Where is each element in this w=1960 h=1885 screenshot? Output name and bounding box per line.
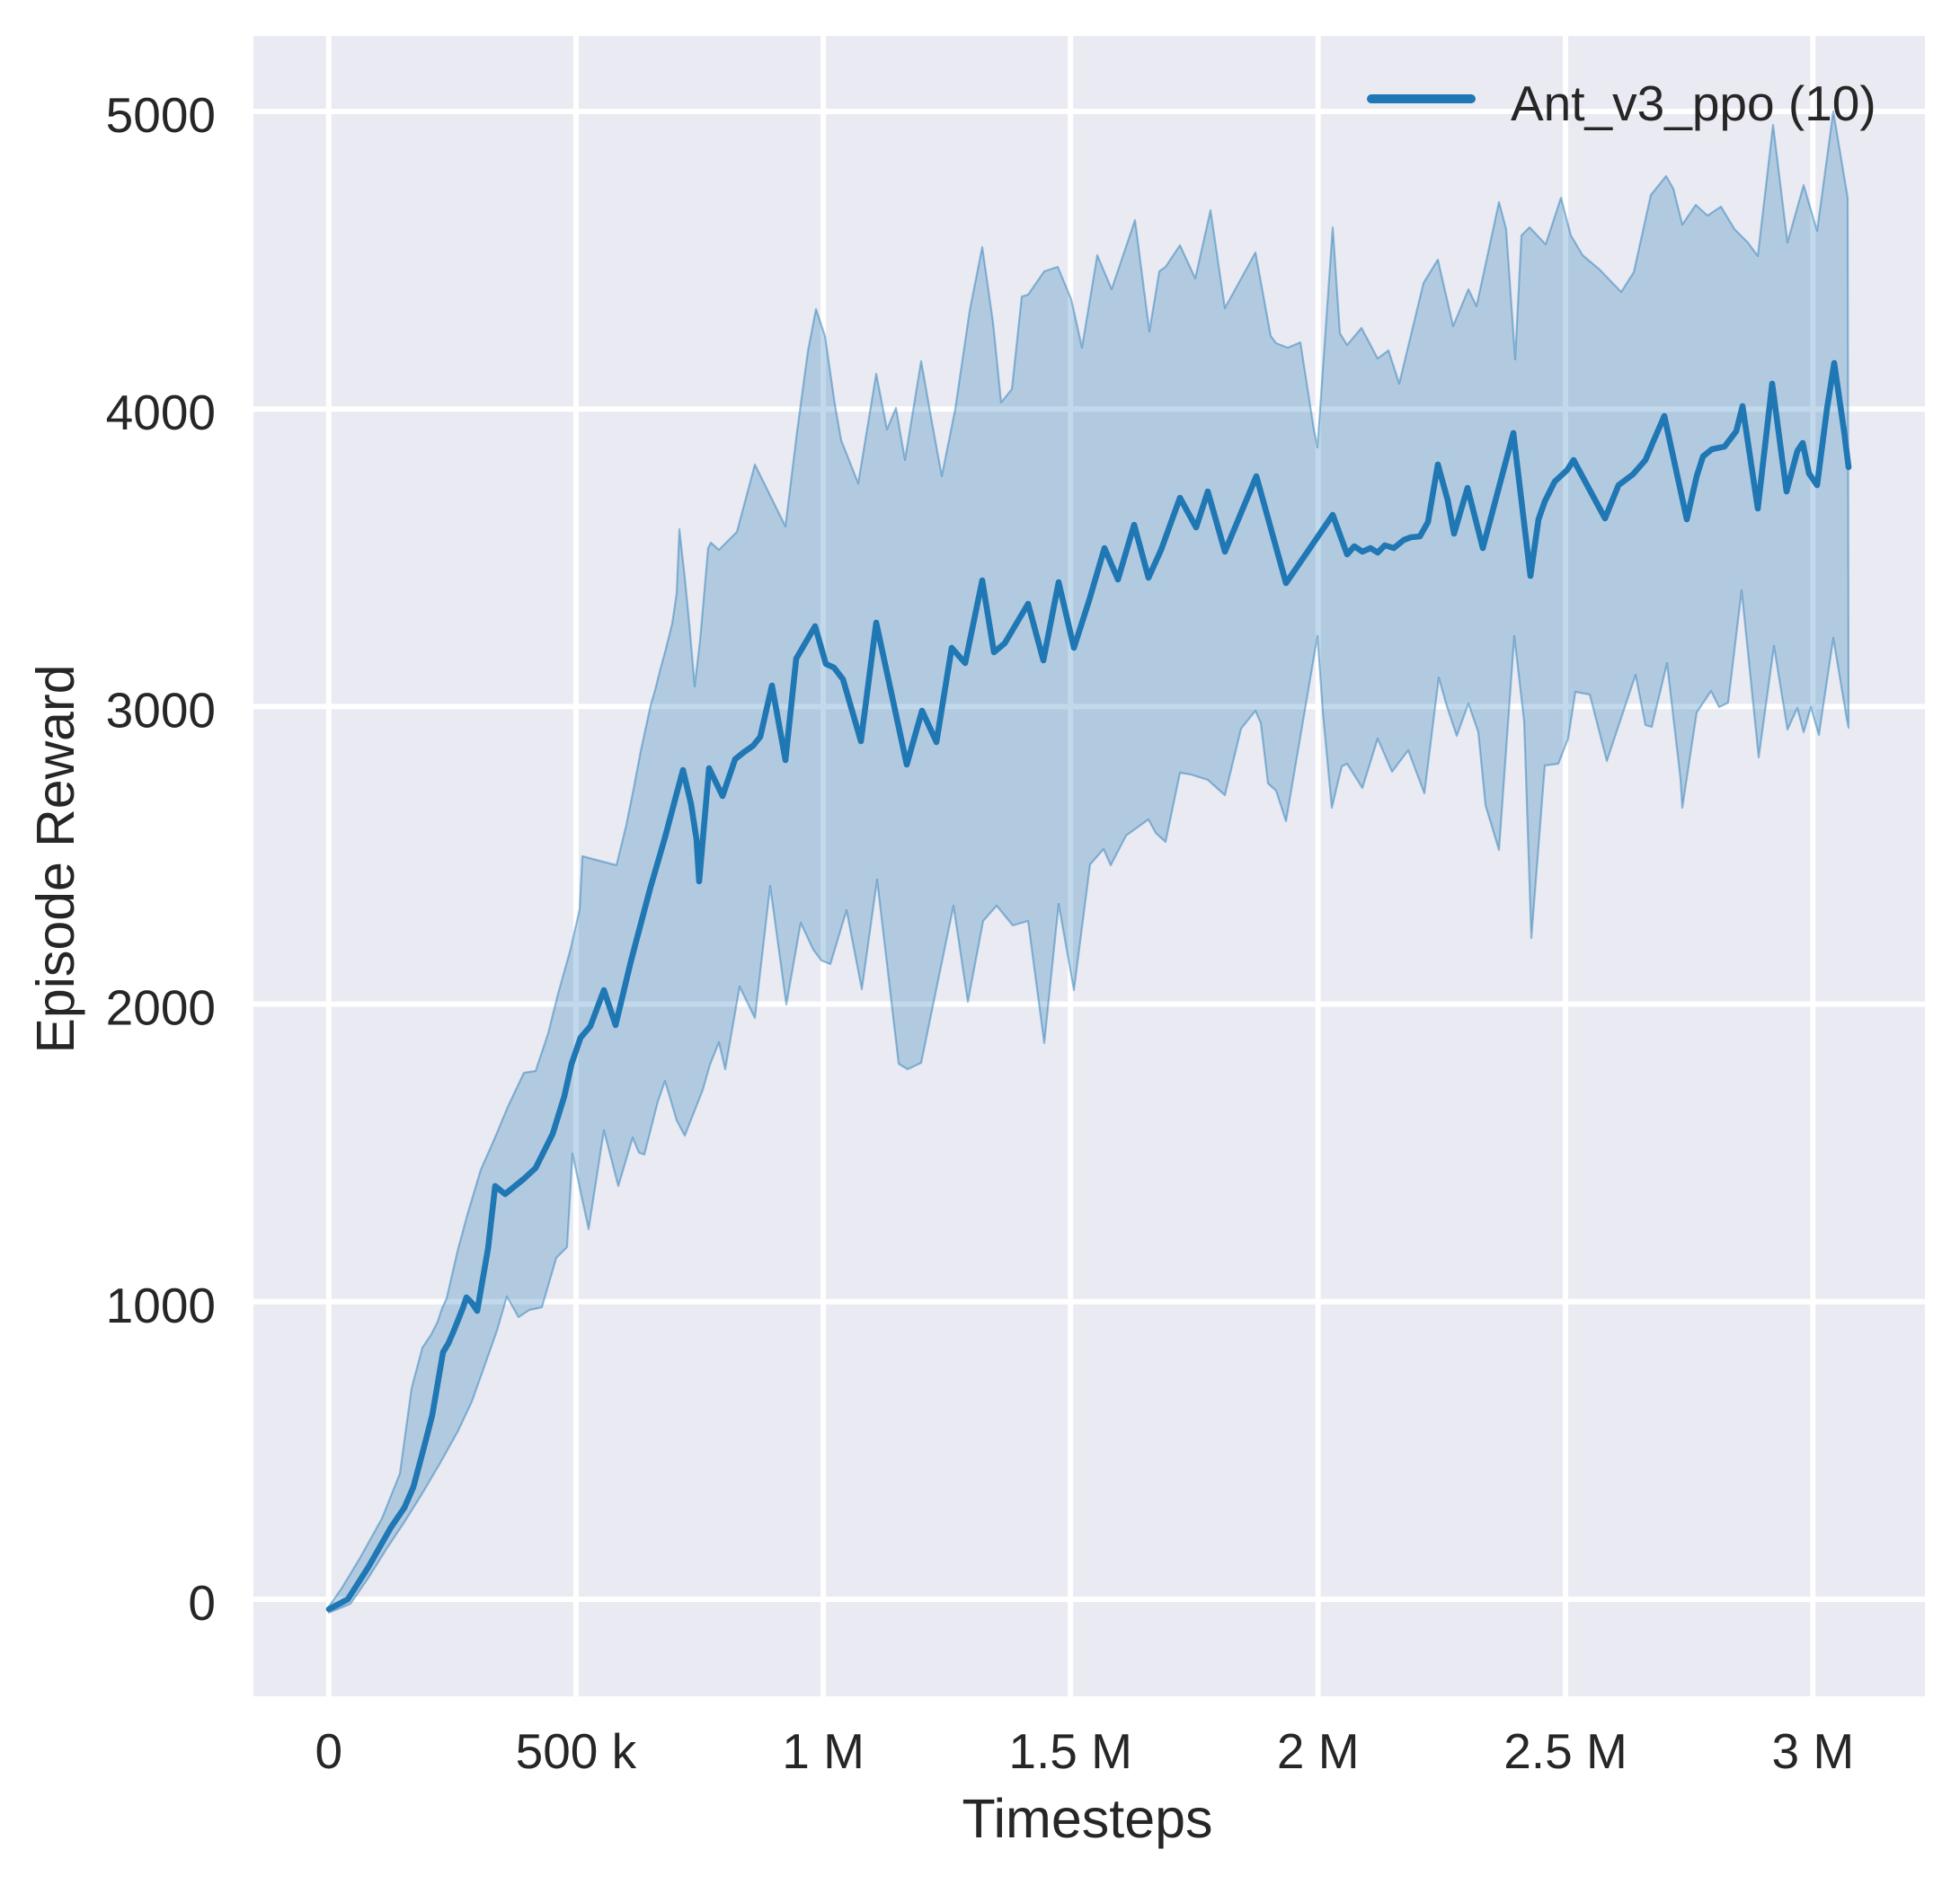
svg-text:1000: 1000	[106, 1278, 216, 1333]
svg-text:3000: 3000	[106, 682, 216, 738]
svg-text:3 M: 3 M	[1771, 1723, 1854, 1779]
svg-text:Ant_v3_ppo (10): Ant_v3_ppo (10)	[1511, 75, 1876, 131]
svg-text:0: 0	[315, 1723, 343, 1779]
svg-text:2 M: 2 M	[1277, 1723, 1360, 1779]
svg-text:500 k: 500 k	[516, 1723, 637, 1779]
svg-text:2.5 M: 2.5 M	[1503, 1723, 1627, 1779]
svg-text:4000: 4000	[106, 385, 216, 440]
svg-text:2000: 2000	[106, 980, 216, 1036]
svg-text:1.5 M: 1.5 M	[1008, 1723, 1132, 1779]
svg-text:Timesteps: Timesteps	[962, 1788, 1212, 1849]
svg-text:1 M: 1 M	[782, 1723, 865, 1779]
svg-text:Episode Reward: Episode Reward	[26, 665, 85, 1054]
svg-text:0: 0	[188, 1575, 216, 1631]
svg-text:5000: 5000	[106, 87, 216, 143]
